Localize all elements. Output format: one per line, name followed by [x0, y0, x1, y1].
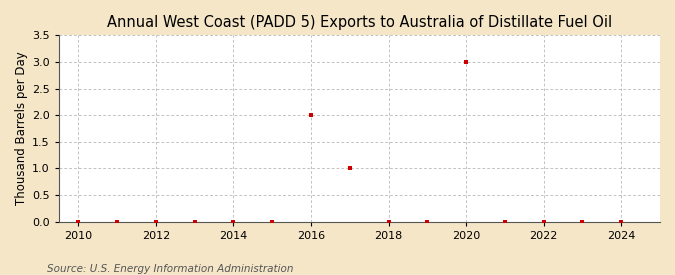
Point	[538, 219, 549, 224]
Point	[189, 219, 200, 224]
Point	[73, 219, 84, 224]
Text: Source: U.S. Energy Information Administration: Source: U.S. Energy Information Administ…	[47, 264, 294, 274]
Point	[422, 219, 433, 224]
Point	[500, 219, 510, 224]
Point	[616, 219, 626, 224]
Point	[577, 219, 588, 224]
Point	[111, 219, 122, 224]
Point	[306, 113, 317, 117]
Point	[344, 166, 355, 171]
Point	[267, 219, 277, 224]
Point	[228, 219, 239, 224]
Point	[151, 219, 161, 224]
Point	[461, 60, 472, 64]
Y-axis label: Thousand Barrels per Day: Thousand Barrels per Day	[15, 52, 28, 205]
Title: Annual West Coast (PADD 5) Exports to Australia of Distillate Fuel Oil: Annual West Coast (PADD 5) Exports to Au…	[107, 15, 612, 30]
Point	[383, 219, 394, 224]
